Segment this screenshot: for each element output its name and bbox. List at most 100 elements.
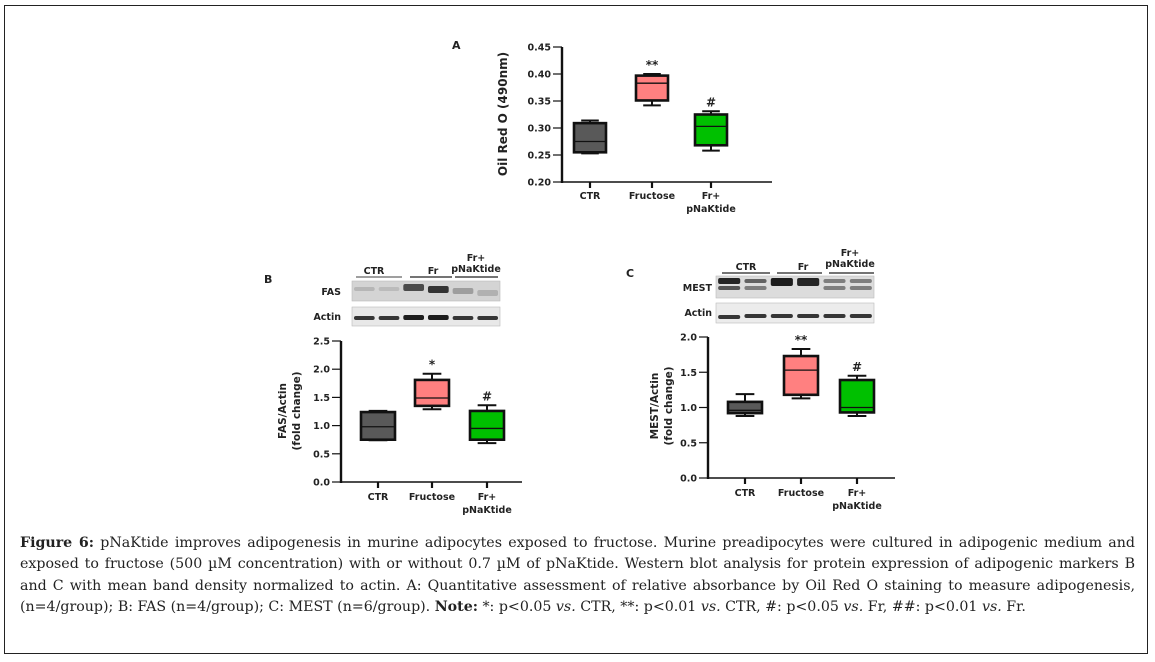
significance-marker: # (706, 95, 716, 109)
blot-band (353, 316, 375, 320)
y-tick-label: 1.0 (680, 403, 697, 414)
blot-band (744, 314, 767, 318)
x-tick-label: pNaKtide (462, 505, 512, 516)
western-blot-c: CTR Fr Fr+ pNaKtide MEST Actin (683, 248, 875, 324)
caption-text: pNaKtide improves adipogenesis in murine… (20, 535, 1135, 616)
panel-label-c: C (626, 267, 634, 280)
x-tick-label: Fr+ (848, 488, 867, 499)
blot-band (427, 286, 449, 293)
y-tick-label: 0.0 (313, 478, 330, 489)
figure-caption: Figure 6: pNaKtide improves adipogenesis… (20, 533, 1135, 619)
x-tick-label: Fructose (778, 488, 824, 499)
caption-note-vs-5: vs. (843, 599, 864, 616)
blot-band (427, 315, 449, 320)
blot-band (770, 314, 793, 318)
significance-marker: ** (795, 333, 808, 347)
box-ctr (726, 393, 764, 417)
blot-c-group-frplus: Fr+ (841, 248, 860, 259)
x-tick-label: CTR (368, 492, 389, 503)
y-axis-label: MEST/Actin (649, 373, 661, 440)
blot-band (718, 286, 741, 290)
x-tick-label: pNaKtide (832, 501, 882, 512)
blot-band (403, 284, 425, 291)
box-fr-pnaktide: # (693, 95, 729, 152)
box-fructose: * (413, 358, 451, 411)
blot-b-row-fas: FAS (321, 287, 341, 298)
blot-band (378, 316, 400, 320)
blot-b-group-fr: Fr (428, 266, 439, 277)
x-tick-label: CTR (580, 191, 601, 202)
caption-note-4: CTR, #: p<0.05 (720, 599, 844, 616)
box-fr-pnaktide: # (838, 360, 876, 417)
blot-c-group-ctr: CTR (736, 262, 757, 273)
y-tick-label: 2.0 (680, 333, 697, 344)
y-axis-label: Oil Red O (490nm) (496, 52, 510, 176)
box-iqr (782, 354, 820, 397)
blot-band (744, 286, 767, 290)
caption-note-6: Fr, ##: p<0.01 (863, 599, 982, 616)
blot-band (452, 316, 474, 320)
blot-band (744, 279, 767, 283)
box-iqr (413, 378, 451, 408)
y-tick-label: 2.0 (313, 365, 330, 376)
y-axis-label-line2: (fold change) (663, 366, 675, 445)
box-iqr (693, 113, 729, 147)
blot-band (403, 315, 425, 320)
y-tick-label: 0.5 (313, 449, 330, 460)
caption-note-vs-1: vs. (555, 599, 576, 616)
y-tick-label: 2.5 (313, 337, 330, 348)
blot-c-group-fr: Fr (798, 262, 809, 273)
box-iqr (468, 409, 506, 442)
blot-b-group-pnaktide: pNaKtide (451, 264, 501, 275)
chart-a: 0.20 0.25 0.30 0.35 0.40 0.45 Oil Red O (490nm… (496, 43, 772, 215)
significance-marker: * (429, 358, 436, 372)
chart-b: 0.0 0.5 1.0 1.5 2.0 2.5 FAS/Actin (fold change)… (277, 337, 522, 516)
y-tick-label: 0.35 (528, 97, 551, 108)
caption-note-vs-7: vs. (981, 599, 1002, 616)
blot-c-strips (715, 275, 875, 324)
box-iqr (359, 410, 397, 441)
box-fructose: ** (634, 58, 670, 107)
caption-note-2: CTR, **: p<0.01 (575, 599, 701, 616)
y-tick-label: 0.30 (528, 124, 552, 135)
panel-label-b: B (264, 273, 272, 286)
significance-marker: # (482, 389, 492, 403)
blot-band (378, 287, 400, 291)
western-blot-b: CTR Fr Fr+ pNaKtide FAS Actin (313, 253, 501, 327)
blot-band (823, 286, 846, 290)
caption-note-8: Fr. (1001, 599, 1026, 616)
blot-band (823, 279, 846, 283)
blot-band (477, 316, 499, 320)
box-fructose: ** (782, 333, 820, 400)
blot-b-group-ctr: CTR (364, 266, 385, 277)
caption-label: Figure 6: (20, 535, 95, 551)
figure-frame (4, 5, 1148, 654)
blot-b-row-actin: Actin (313, 312, 341, 323)
blot-b-strips (351, 280, 501, 327)
y-axis-label: FAS/Actin (277, 383, 289, 439)
box-ctr (572, 119, 608, 155)
significance-marker: # (852, 360, 862, 374)
blot-band (477, 290, 499, 296)
y-tick-label: 0.20 (528, 178, 552, 189)
y-tick-label: 0.40 (528, 70, 552, 81)
box-iqr (726, 400, 764, 415)
y-tick-label: 1.5 (680, 368, 697, 379)
blot-c-row-mest: MEST (683, 283, 713, 294)
blot-band (849, 286, 872, 290)
box-ctr (359, 409, 397, 442)
y-tick-label: 1.5 (313, 393, 330, 404)
blot-b-group-frplus: Fr+ (467, 253, 486, 264)
panel-label-a: A (452, 39, 461, 52)
box-iqr (572, 121, 608, 154)
y-tick-label: 0.45 (528, 43, 551, 54)
box-fr-pnaktide: # (468, 389, 506, 445)
caption-note-vs-3: vs. (700, 599, 721, 616)
blot-actin-strip (351, 306, 501, 327)
x-tick-label: pNaKtide (686, 204, 736, 215)
y-tick-label: 0.5 (680, 438, 697, 449)
figure-panels: A B C CTR Fr Fr+ pNaKtide FAS Actin CTR … (264, 39, 895, 516)
significance-marker: ** (646, 58, 659, 72)
blot-band (797, 314, 820, 318)
blot-actin-strip (715, 302, 875, 324)
